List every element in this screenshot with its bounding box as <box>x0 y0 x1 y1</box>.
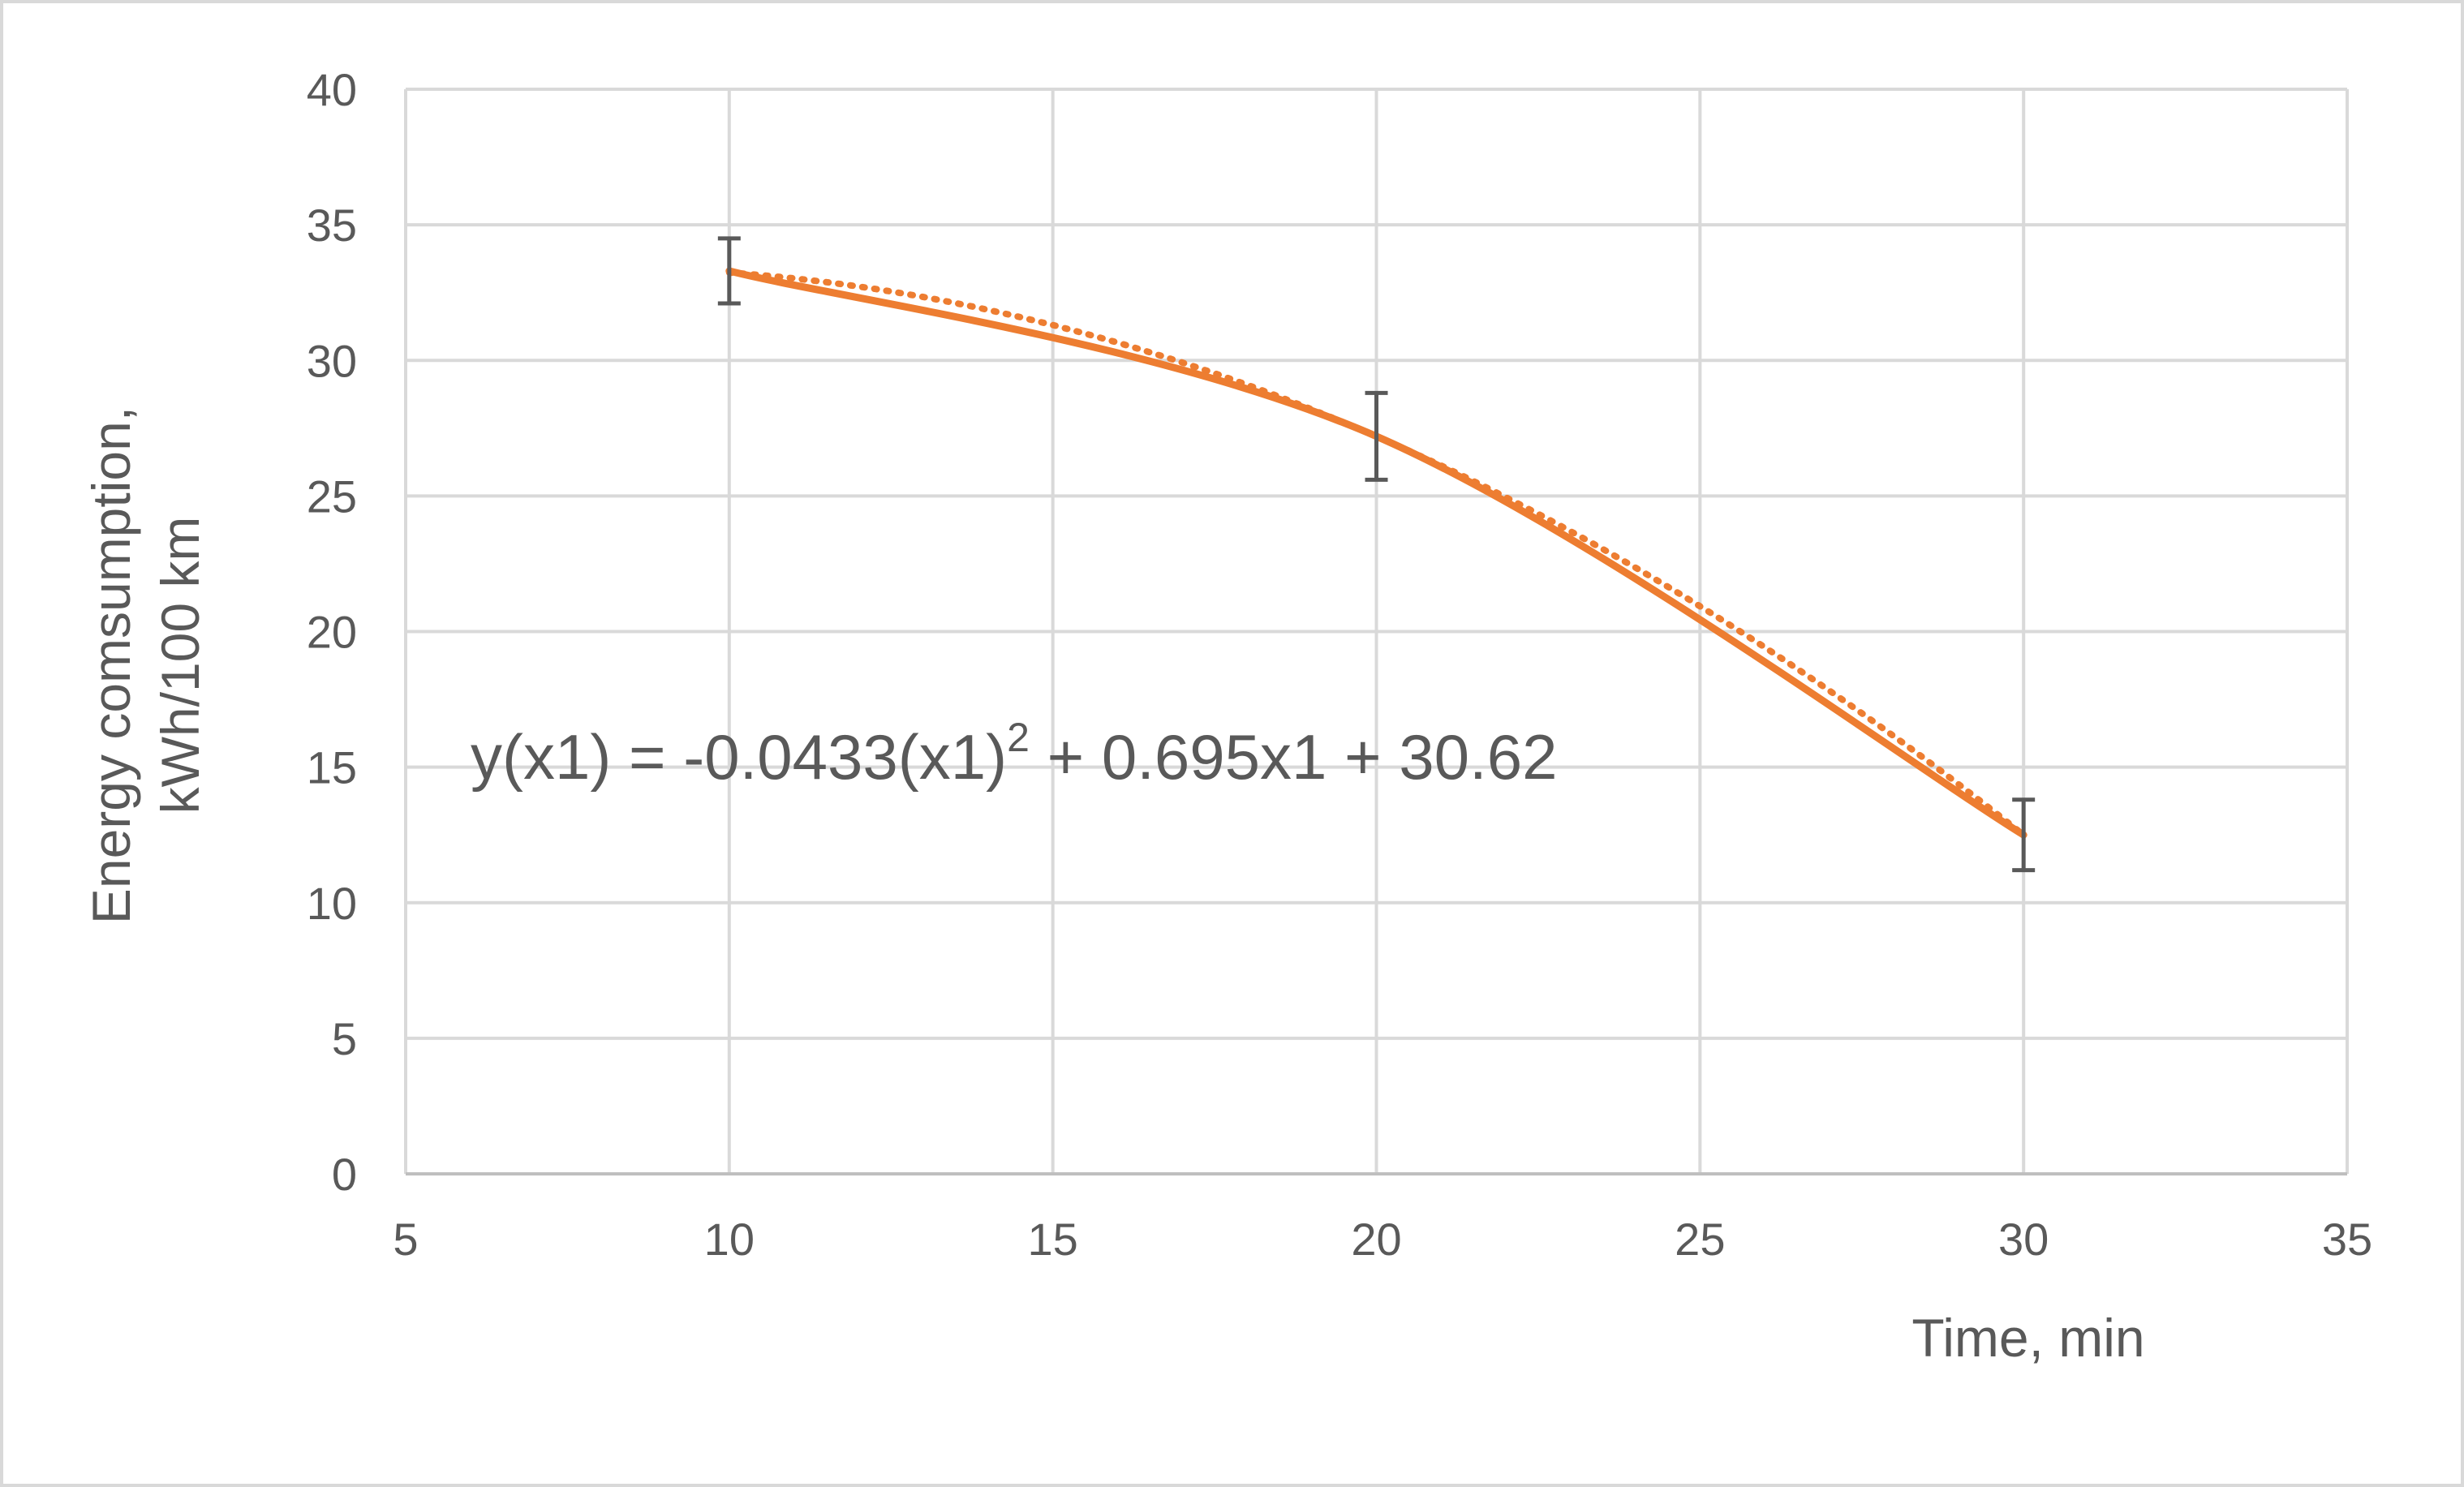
y-axis-title-line1: Energy comsumption, <box>81 406 141 924</box>
equation-main: y(x1) = -0.0433(x1) <box>471 721 1007 793</box>
y-tick-label: 40 <box>307 64 357 115</box>
equation-rest: + 0.695x1 + 30.62 <box>1030 721 1558 793</box>
y-tick-label: 15 <box>307 742 357 793</box>
error-bar <box>2012 797 2036 873</box>
y-tick-label: 5 <box>332 1013 357 1064</box>
x-tick-label: 20 <box>1351 1214 1401 1265</box>
error-bar-layer <box>717 236 2036 873</box>
y-tick-label: 0 <box>332 1149 357 1200</box>
x-tick-label: 25 <box>1675 1214 1725 1265</box>
error-bar <box>1365 390 1388 482</box>
x-tick-label: 10 <box>704 1214 755 1265</box>
y-axis-title-line2: kWh/100 km <box>150 517 210 814</box>
y-tick-label: 10 <box>307 878 357 929</box>
x-tick-label: 35 <box>2322 1214 2372 1265</box>
grid-layer <box>404 88 2349 1175</box>
x-tick-label: 15 <box>1028 1214 1078 1265</box>
y-tick-label: 25 <box>307 471 357 522</box>
y-tick-label: 20 <box>307 607 357 658</box>
x-tick-label: 30 <box>1998 1214 2049 1265</box>
x-tick-label: 5 <box>393 1214 418 1265</box>
equation-exponent: 2 <box>1007 715 1030 760</box>
y-tick-label: 30 <box>307 335 357 386</box>
x-axis-title: Time, min <box>1911 1308 2144 1368</box>
y-tick-label: 35 <box>307 200 357 251</box>
trendline-equation: y(x1) = -0.0433(x1)2 + 0.695x1 + 30.62 <box>471 715 1557 793</box>
error-bar <box>717 236 741 306</box>
